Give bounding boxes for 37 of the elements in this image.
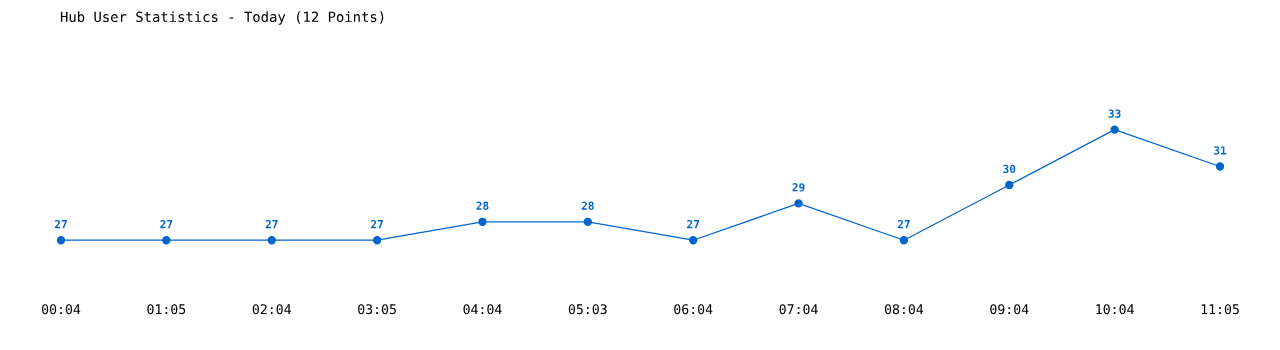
data-label: 27 [54, 219, 67, 229]
point [1005, 180, 1014, 190]
chart-title: Hub User Statistics - Today (12 Points) [60, 11, 384, 25]
x-tick-label: 00:04 [42, 304, 81, 315]
point [899, 236, 909, 245]
point [267, 236, 276, 245]
x-tick-label: 07:04 [779, 304, 818, 315]
point [794, 199, 803, 208]
x-tick-label: 06:04 [674, 304, 713, 315]
point [689, 236, 698, 245]
data-label: 33 [1108, 109, 1121, 118]
data-label: 31 [1213, 146, 1227, 155]
data-label: 29 [792, 183, 805, 192]
data-label: 27 [265, 219, 278, 229]
x-tick-label: 11:05 [1201, 304, 1239, 315]
x-tick-label: 04:04 [463, 304, 502, 315]
x-tick-label: 08:04 [884, 304, 924, 315]
data-label: 28 [581, 201, 594, 210]
data-label: 30 [1003, 164, 1016, 174]
point [372, 236, 382, 245]
x-tick-label: 02:04 [252, 304, 291, 315]
point [478, 217, 487, 226]
data-label: 28 [476, 201, 489, 210]
x-tick-label: 01:05 [147, 304, 186, 315]
point [1110, 125, 1119, 134]
point [56, 236, 66, 245]
data-label: 27 [897, 219, 910, 229]
x-tick-label: 05:03 [568, 304, 607, 315]
point [583, 217, 592, 226]
x-tick-label: 03:05 [358, 304, 396, 315]
data-label: 27 [371, 219, 383, 229]
point [162, 236, 171, 245]
point [1215, 162, 1225, 171]
data-label: 27 [687, 219, 700, 229]
x-tick-label: 09:04 [990, 304, 1029, 315]
x-tick-label: 10:04 [1096, 304, 1134, 315]
data-label: 27 [160, 219, 173, 229]
